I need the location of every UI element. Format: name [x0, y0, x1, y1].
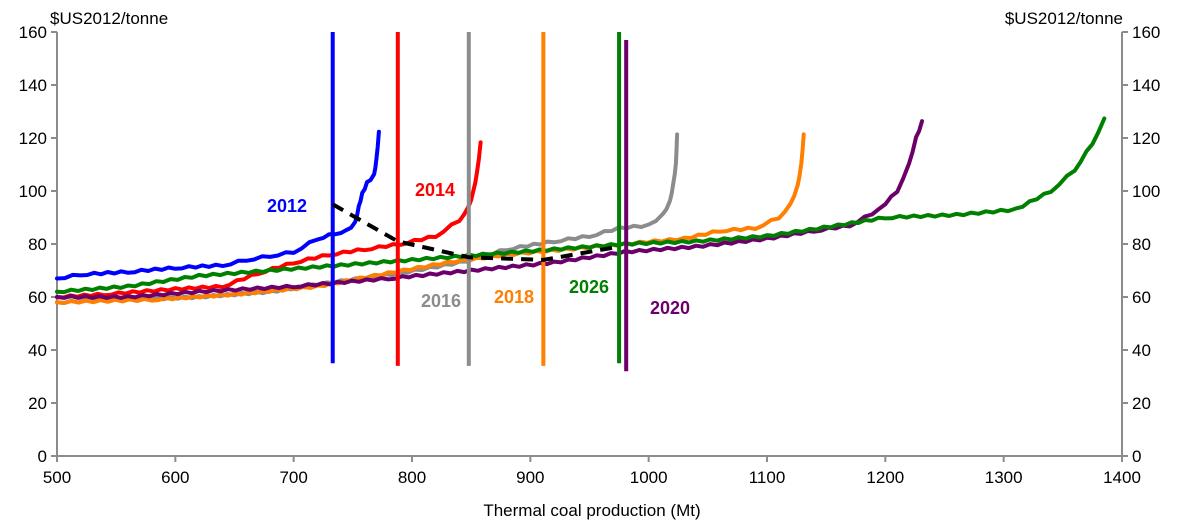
supply-curve-2018: [55, 132, 806, 305]
y-tick-left-label: 100: [19, 182, 47, 201]
x-tick-label: 1400: [1103, 468, 1141, 487]
series-label-2012: 2012: [267, 196, 307, 216]
supply-curve-2026: [55, 116, 1107, 295]
labels-layer: 2012 2014 2016 2018 2020 2026: [267, 180, 690, 318]
y-tick-left-label: 80: [28, 235, 47, 254]
equilibrium-price-path: [331, 202, 620, 262]
supply-curve-2020: [55, 119, 924, 300]
y-tick-right-label: 100: [1132, 182, 1160, 201]
y-tick-right-label: 40: [1132, 341, 1151, 360]
series-label-2016: 2016: [421, 291, 461, 311]
y-axis-left-unit-label: $US2012/tonne: [50, 9, 168, 28]
y-tick-right-label: 80: [1132, 235, 1151, 254]
series-layer: [55, 32, 1107, 372]
x-tick-label: 1100: [749, 468, 786, 487]
y-tick-right-label: 140: [1132, 76, 1160, 95]
y-tick-right-label: 20: [1132, 394, 1151, 413]
x-tick-label: 1300: [985, 468, 1023, 487]
x-tick-label: 1000: [630, 468, 668, 487]
y-tick-right-label: 120: [1132, 129, 1160, 148]
series-label-2018: 2018: [494, 287, 534, 307]
supply-curve-2014: [55, 140, 483, 300]
x-tick-label: 700: [279, 468, 307, 487]
x-tick-label: 800: [398, 468, 426, 487]
supply-curve-2012: [55, 129, 381, 281]
y-tick-right-label: 160: [1132, 23, 1160, 42]
y-tick-right-label: 60: [1132, 288, 1151, 307]
x-tick-label: 500: [43, 468, 71, 487]
y-tick-left-label: 160: [19, 23, 47, 42]
x-tick-label: 1200: [866, 468, 904, 487]
y-tick-left-label: 140: [19, 76, 47, 95]
y-tick-left-label: 20: [28, 394, 47, 413]
series-label-2014: 2014: [415, 180, 455, 200]
y-tick-left-label: 120: [19, 129, 47, 148]
series-label-2026: 2026: [569, 277, 609, 297]
y-tick-left-label: 40: [28, 341, 47, 360]
series-label-2020: 2020: [650, 298, 690, 318]
y-tick-left-label: 0: [38, 447, 47, 466]
y-tick-left-label: 60: [28, 288, 47, 307]
x-axis-label: Thermal coal production (Mt): [483, 501, 700, 520]
y-axis-right-unit-label: $US2012/tonne: [1005, 9, 1123, 28]
y-tick-right-label: 0: [1132, 447, 1141, 466]
x-tick-label: 900: [516, 468, 544, 487]
x-tick-label: 600: [161, 468, 189, 487]
